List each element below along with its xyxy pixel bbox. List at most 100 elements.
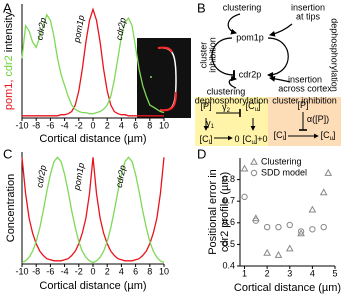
annotation: cdr2p	[34, 164, 48, 188]
term-main: [P]	[200, 101, 211, 111]
cell-tip	[157, 46, 173, 53]
x-tick-label: 10	[159, 120, 169, 130]
point	[319, 188, 328, 196]
x-tick-label: 8	[147, 266, 152, 276]
panel-label: C	[3, 146, 12, 161]
annotation: cdr2p	[34, 17, 48, 41]
y-label-part: intensity	[3, 11, 15, 52]
point	[286, 221, 293, 229]
term-main: α([P])	[307, 114, 329, 124]
legend-symbol	[250, 169, 258, 177]
box-title: dephosphorylation	[195, 95, 269, 105]
term-sub: 1	[211, 124, 215, 130]
x-tick-label: 0	[90, 266, 95, 276]
y-label-part: cdr2	[3, 55, 15, 76]
point	[263, 248, 271, 256]
x-tick-label: -10	[15, 266, 28, 276]
annotation: pom1p	[71, 14, 86, 44]
box-title: cluster inhibition	[272, 95, 337, 105]
point	[297, 228, 305, 235]
term-main: 0	[234, 134, 239, 144]
panel-label: D	[197, 146, 206, 161]
box-arrows	[203, 109, 319, 141]
point	[320, 223, 327, 231]
node: cdr2p	[239, 69, 262, 79]
y-label-part: pom1,	[3, 80, 15, 111]
annotation: cdr2p	[114, 164, 128, 188]
point	[308, 205, 317, 213]
term: [Cu]	[246, 101, 261, 112]
y-tick-label: 0.6	[222, 217, 235, 227]
annotation: cdr2p	[114, 17, 128, 41]
x-tick-label: 6	[133, 120, 138, 130]
edge-label: clustering	[223, 2, 262, 12]
cell-tip	[159, 91, 177, 112]
term-main: [C	[321, 130, 331, 140]
cluster-loop-2	[228, 75, 237, 89]
term: α([P])	[307, 114, 329, 124]
edge-label: insertion	[291, 2, 325, 12]
term-end: ]	[284, 130, 287, 140]
point	[275, 223, 282, 231]
x-tick-label: -8	[32, 120, 40, 130]
x-tick-label: 4	[119, 120, 124, 130]
x-tick-label: -2	[75, 266, 83, 276]
point	[309, 226, 316, 233]
x-tick-label: -6	[46, 266, 54, 276]
term-main: [C	[246, 101, 256, 111]
term-sub: u	[330, 136, 333, 142]
point	[285, 244, 294, 252]
term-sub: 2	[227, 108, 231, 114]
point	[240, 164, 249, 172]
legend-label: SDD model	[261, 167, 307, 177]
panel-b-layout	[211, 13, 293, 89]
point	[297, 229, 305, 237]
y-tick-label: 0.8	[222, 174, 235, 184]
x-tick-label: 2	[105, 266, 110, 276]
term-main: [C	[242, 134, 252, 144]
edge-label: clustering	[207, 86, 246, 96]
x-tick-label: 10	[159, 266, 169, 276]
line-series	[21, 157, 165, 262]
term-main: γ	[206, 118, 211, 128]
x-tick-label: -4	[61, 120, 69, 130]
x-tick-label: -4	[61, 266, 69, 276]
y-axis-label: Concentration	[5, 174, 17, 243]
term: [P]	[297, 100, 308, 110]
x-tick-label: -8	[32, 266, 40, 276]
x-tick-label: 1	[242, 268, 247, 278]
term: γ2	[222, 102, 231, 113]
x-tick-label: 3	[287, 268, 292, 278]
edge-label: cluster	[198, 42, 208, 69]
x-tick-label: 2	[265, 268, 270, 278]
term-main: [C	[200, 134, 210, 144]
term-end: ]	[258, 101, 261, 111]
edge-label: dephosphorylation	[330, 18, 340, 92]
term: [Cl]	[200, 134, 213, 145]
y-axis-label: cdr2 profile (µm)	[219, 172, 231, 252]
point	[252, 217, 260, 224]
x-tick-label: 4	[119, 266, 124, 276]
edge-label: inhibition	[207, 37, 217, 73]
y-tick-label: 0.5	[222, 239, 235, 249]
x-axis-label: Cortical distance (µm)	[39, 133, 146, 145]
term-sub: l	[209, 140, 210, 146]
cell-dot	[150, 76, 152, 78]
x-tick-label: 4	[310, 268, 315, 278]
point	[274, 250, 283, 258]
edge-label: across cortex	[278, 83, 332, 93]
annotation: pom1p	[71, 162, 86, 192]
x-tick-label: -6	[46, 120, 54, 130]
term-end: ]	[333, 130, 336, 140]
cluster-loop	[227, 13, 241, 35]
x-axis-label: Cortical distance (µm)	[39, 280, 146, 292]
term: 0	[234, 134, 239, 144]
y-label-part: Concentration	[5, 174, 17, 243]
inhibition-box	[268, 97, 341, 146]
term-sub: u	[251, 140, 254, 146]
x-tick-label: 5	[332, 268, 337, 278]
x-axis-label: Cortical distance (µm)	[234, 282, 341, 294]
point	[324, 168, 333, 176]
point	[241, 193, 248, 201]
